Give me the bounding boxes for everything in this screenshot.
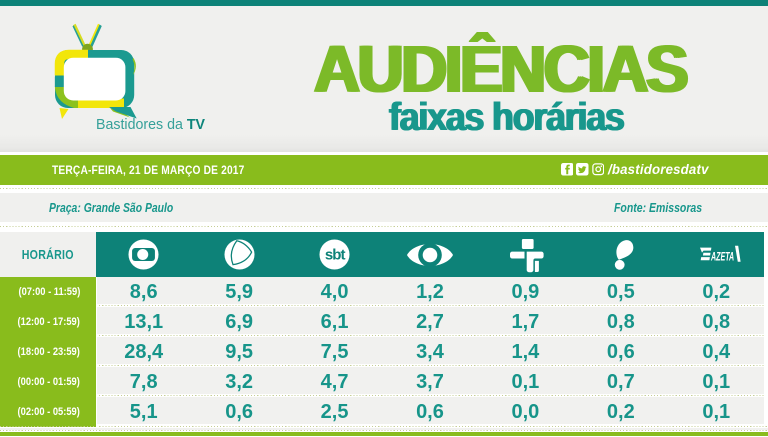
svg-text:sbt: sbt <box>325 247 346 264</box>
svg-text:AZETA: AZETA <box>711 249 735 263</box>
